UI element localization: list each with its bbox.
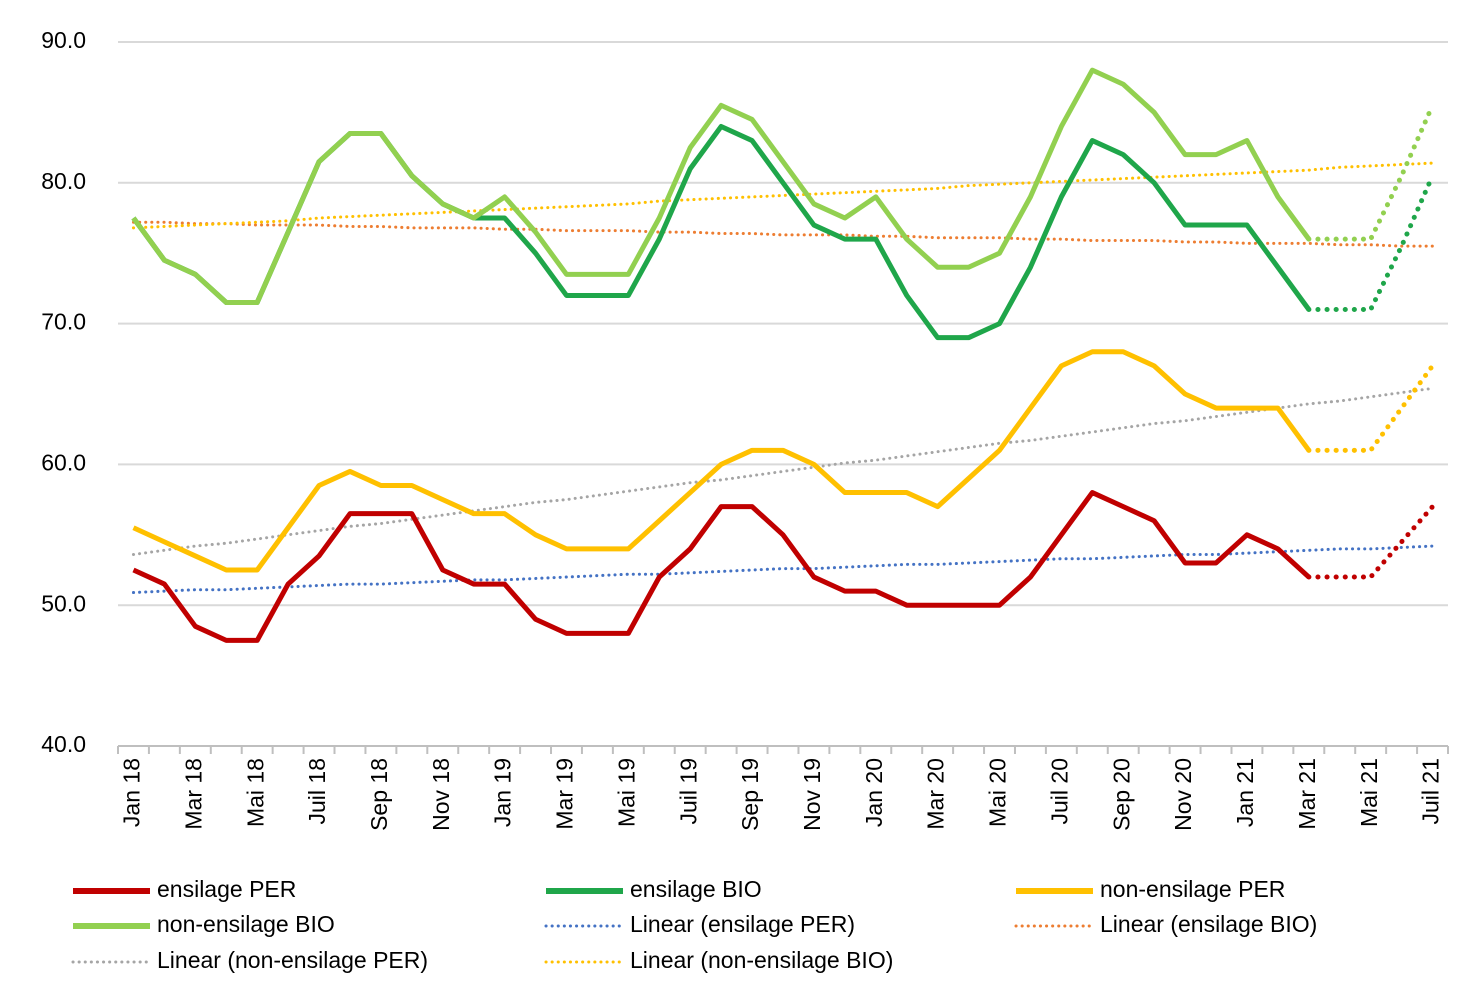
legend-label: ensilage BIO	[630, 876, 762, 902]
x-tick-label: Mai 20	[985, 758, 1011, 827]
x-tick-label: Mai 19	[613, 758, 639, 827]
y-tick-label: 70.0	[41, 309, 86, 335]
y-tick-label: 50.0	[41, 590, 86, 616]
y-tick-label: 90.0	[41, 27, 86, 53]
legend-label: ensilage PER	[157, 876, 296, 902]
x-tick-label: Sep 19	[737, 758, 763, 831]
legend-label: Linear (non-ensilage PER)	[157, 947, 428, 973]
x-tick-label: Jan 19	[490, 758, 516, 827]
trend-line	[131, 544, 1435, 595]
x-tick-label: Nov 19	[799, 758, 825, 831]
series-line	[131, 123, 1311, 341]
y-tick-label: 60.0	[41, 449, 86, 475]
legend-label: Linear (ensilage PER)	[630, 911, 855, 937]
trend-line	[131, 386, 1435, 557]
x-tick-label: Jan 20	[861, 758, 887, 827]
x-tick-label: Mar 20	[923, 758, 949, 830]
x-tick-label: Mai 21	[1356, 758, 1382, 827]
x-tick-label: Mar 18	[180, 758, 206, 830]
x-tick-label: Mar 21	[1294, 758, 1320, 830]
x-tick-label: Nov 18	[428, 758, 454, 831]
forecast-line	[1306, 173, 1436, 313]
x-tick-label: Juil 21	[1418, 758, 1444, 824]
legend-label: Linear (non-ensilage BIO)	[630, 947, 893, 973]
legend-label: Linear (ensilage BIO)	[1100, 911, 1317, 937]
x-tick-label: Juil 20	[1046, 758, 1072, 824]
x-tick-label: Juil 18	[304, 758, 330, 824]
series-line	[132, 349, 1311, 573]
x-tick-label: Mar 19	[552, 758, 578, 830]
x-tick-label: Nov 20	[1170, 758, 1196, 831]
forecast-line	[1306, 504, 1436, 580]
series-line	[132, 490, 1311, 643]
x-tick-label: Sep 18	[366, 758, 392, 831]
series-line	[131, 67, 1311, 305]
x-tick-label: Juil 19	[675, 758, 701, 824]
legend-label: non-ensilage BIO	[157, 911, 335, 937]
x-tick-label: Mai 18	[242, 758, 268, 827]
forecast-line	[1306, 102, 1436, 242]
y-tick-label: 40.0	[41, 731, 86, 757]
forecast-line	[1306, 363, 1436, 453]
trend-line	[131, 161, 1435, 230]
legend-label: non-ensilage PER	[1100, 876, 1285, 902]
x-tick-label: Jan 18	[119, 758, 145, 827]
y-tick-label: 80.0	[41, 168, 86, 194]
x-tick-label: Sep 20	[1108, 758, 1134, 831]
x-tick-label: Jan 21	[1232, 758, 1258, 827]
